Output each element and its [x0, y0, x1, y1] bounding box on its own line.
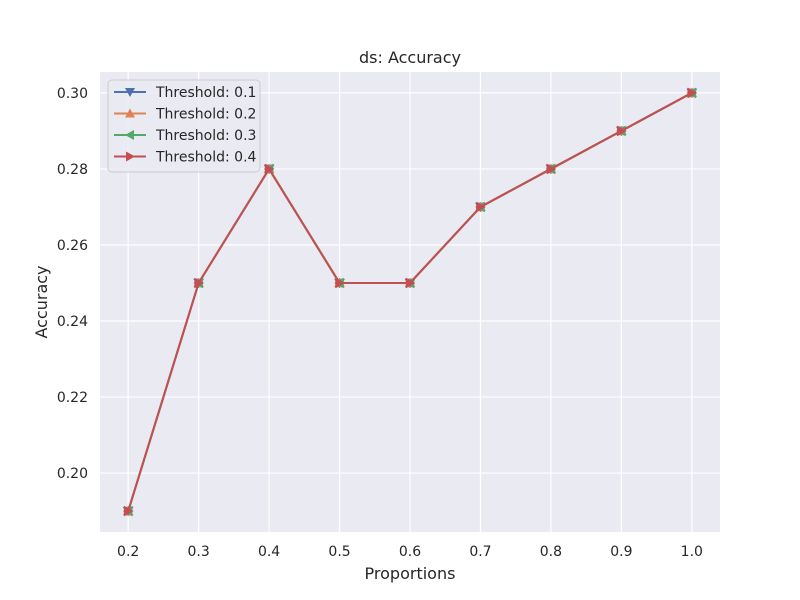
data-point-marker	[476, 201, 486, 213]
data-point-marker	[123, 505, 134, 517]
legend-marker	[125, 108, 135, 118]
x-tick-label: 0.9	[610, 544, 632, 560]
legend-marker	[125, 130, 134, 140]
legend-marker	[126, 151, 135, 162]
y-tick-label: 0.22	[57, 390, 88, 406]
y-tick-label: 0.26	[57, 238, 88, 254]
data-point-marker	[335, 277, 346, 289]
y-axis-title: Accuracy	[32, 265, 51, 338]
data-point-marker	[546, 163, 557, 175]
x-tick-label: 0.2	[117, 544, 139, 560]
y-tick-label: 0.30	[57, 86, 88, 102]
y-tick-label: 0.24	[57, 314, 88, 330]
x-axis-title: Proportions	[365, 564, 456, 583]
x-tick-label: 0.4	[258, 544, 280, 560]
legend-label: Threshold: 0.3	[155, 128, 256, 144]
data-point-marker	[617, 125, 627, 137]
data-point-marker	[405, 277, 416, 289]
x-tick-label: 0.3	[188, 544, 210, 560]
chart-title: ds: Accuracy	[359, 48, 461, 67]
legend-label: Threshold: 0.2	[155, 107, 256, 123]
grid	[100, 72, 720, 532]
x-tick-label: 1.0	[681, 544, 703, 560]
legend-box	[107, 79, 261, 173]
x-tick-label: 0.7	[469, 544, 491, 560]
legend-label: Threshold: 0.1	[155, 85, 256, 101]
data-point-marker	[264, 163, 275, 175]
series-layer	[122, 87, 698, 517]
data-point-marker	[194, 277, 205, 289]
y-tick-label: 0.20	[57, 466, 88, 482]
x-tick-label: 0.5	[328, 544, 350, 560]
x-tick-label: 0.6	[399, 544, 421, 560]
x-tick-label: 0.8	[540, 544, 562, 560]
legend-label: Threshold: 0.4	[155, 150, 257, 166]
data-point-marker	[687, 87, 698, 99]
tick-labels: 0.2 0.3 0.4 0.5 0.6 0.7 0.8 0.9 1.0 0.20 0.22 0.24 0…	[57, 86, 703, 560]
legend-marker	[125, 88, 135, 97]
y-tick-label: 0.28	[57, 162, 88, 178]
legend: Threshold: 0.1 Threshold: 0.2 Threshold: 0…	[107, 79, 261, 173]
